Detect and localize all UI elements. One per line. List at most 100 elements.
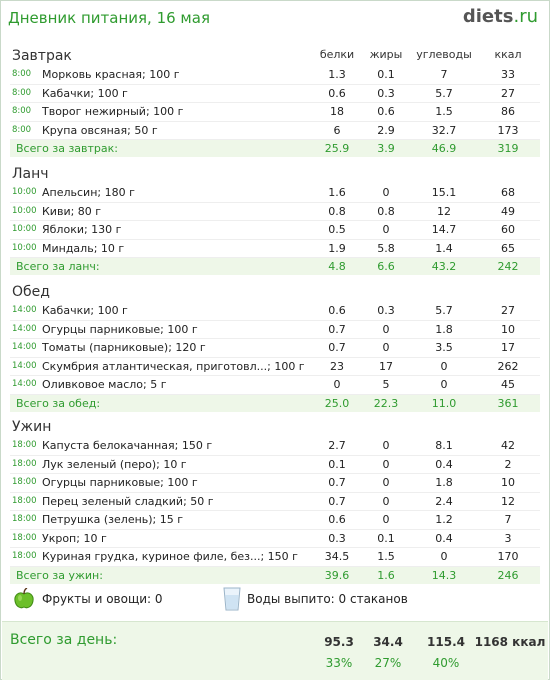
food-protein: 0.6 (328, 86, 346, 100)
day-total-protein: 95.3 (324, 635, 354, 649)
food-name: Томаты (парниковые); 120 г (42, 341, 206, 354)
food-protein: 0.7 (328, 322, 346, 336)
meal-time: 14:00 (12, 379, 37, 389)
food-row: 10:00 Киви; 80 г 0.8 0.8 12 49 (10, 203, 540, 221)
meal-total-label: Всего за ужин: (16, 568, 103, 582)
column-header-fat: жиры (369, 48, 403, 61)
food-carbs: 7 (440, 68, 448, 81)
food-carbs: 1.8 (435, 322, 453, 336)
food-protein: 18 (330, 105, 344, 118)
meal-time: 18:00 (12, 495, 37, 506)
meal-time: 18:00 (12, 477, 37, 487)
food-protein: 0.5 (328, 223, 346, 236)
food-fat: 0 (382, 513, 390, 526)
meal-total-carbs: 14.3 (431, 568, 457, 582)
food-row: 18:00 Куриная грудка, куриное филе, без..… (10, 548, 540, 567)
food-fat: 0 (382, 494, 390, 508)
meal-total-carbs: 46.9 (431, 142, 457, 155)
food-name: Оливковое масло; 5 г (42, 378, 167, 391)
food-carbs: 0 (440, 378, 448, 391)
food-row: 18:00 Петрушка (зелень); 15 г 0.6 0 1.2 7 (10, 511, 540, 530)
meal-time: 18:00 (12, 532, 37, 543)
food-name: Миндаль; 10 г (42, 241, 125, 255)
food-protein: 2.7 (328, 439, 346, 452)
food-fat: 0.1 (377, 68, 395, 81)
meal-total-fat: 1.6 (377, 568, 395, 582)
food-kcal: 173 (497, 123, 519, 137)
food-kcal: 86 (501, 105, 515, 118)
meal-time: 14:00 (12, 305, 37, 315)
meal-time: 18:00 (12, 440, 37, 450)
meal-total-protein: 4.8 (328, 260, 346, 273)
food-fat: 0 (382, 322, 390, 336)
food-row: 10:00 Яблоки; 130 г 0.5 0 14.7 60 (10, 221, 540, 240)
food-name: Кабачки; 100 г (42, 86, 128, 100)
food-row: 14:00 Томаты (парниковые); 120 г 0.7 0 3.5 17 (10, 339, 540, 358)
food-row: 14:00 Скумбрия атлантическая, приготовл..… (10, 358, 540, 376)
food-fat: 0 (382, 223, 390, 236)
food-name: Яблоки; 130 г (42, 223, 122, 236)
day-fat-percent: 27% (374, 656, 402, 670)
food-kcal: 68 (501, 186, 515, 199)
food-fat: 0 (382, 476, 390, 489)
food-row: 18:00 Капуста белокачанная; 150 г 2.7 0 8.1 4… (10, 437, 540, 456)
food-protein: 0.8 (328, 204, 346, 218)
food-protein: 1.6 (328, 186, 346, 199)
food-name: Перец зеленый сладкий; 50 г (42, 494, 214, 508)
food-kcal: 49 (501, 204, 515, 218)
food-protein: 0.7 (328, 476, 346, 489)
food-protein: 1.9 (328, 241, 346, 255)
meal-total-protein: 25.0 (324, 396, 350, 410)
meal-time: 8:00 (12, 106, 32, 116)
food-kcal: 262 (497, 359, 519, 373)
meal-time: 18:00 (12, 458, 37, 469)
site-logo[interactable]: diets.ru (463, 6, 538, 27)
food-fat: 0 (382, 457, 390, 471)
food-carbs: 2.4 (435, 494, 453, 508)
food-kcal: 45 (501, 378, 515, 391)
food-fat: 0.1 (377, 531, 395, 545)
food-row: 18:00 Укроп; 10 г 0.3 0.1 0.4 3 (10, 530, 540, 548)
header: Дневник питания, 16 мая diets.ru (8, 6, 542, 32)
meal-time: 8:00 (12, 124, 32, 135)
logo-main-text: diets (462, 6, 514, 27)
food-carbs: 32.7 (431, 123, 457, 137)
food-carbs: 0 (440, 550, 448, 563)
day-total-panel: Всего за день: 95.3 34.4 115.4 1168 ккал… (2, 621, 548, 680)
food-protein: 0 (333, 378, 341, 391)
meal-total-row: Всего за обед: 25.0 22.3 11.0 361 (10, 394, 540, 412)
day-total-label: Всего за день: (10, 632, 118, 648)
meal-time: 8:00 (12, 69, 32, 79)
food-carbs: 5.7 (435, 304, 453, 317)
food-carbs: 0.4 (435, 531, 453, 545)
food-carbs: 3.5 (435, 341, 453, 354)
meal-section: Завтрак 8:00 Морковь красная; 100 г 1.3 0.1 7… (10, 46, 540, 157)
column-header-kcal: ккал (494, 48, 522, 61)
food-name: Огурцы парниковые; 100 г (42, 476, 198, 489)
food-protein: 23 (330, 359, 344, 373)
food-kcal: 12 (501, 494, 515, 508)
food-protein: 0.1 (328, 457, 346, 471)
food-fat: 0.8 (377, 204, 395, 218)
food-name: Огурцы парниковые; 100 г (42, 322, 198, 336)
food-fat: 0 (382, 341, 390, 354)
meal-title: Обед (12, 284, 50, 300)
fruits-vegetables-count: Фрукты и овощи: 0 (42, 592, 163, 606)
meal-total-label: Всего за ланч: (16, 260, 100, 273)
food-carbs: 1.4 (435, 241, 453, 255)
food-row: 10:00 Миндаль; 10 г 1.9 5.8 1.4 65 (10, 240, 540, 258)
food-row: 8:00 Кабачки; 100 г 0.6 0.3 5.7 27 (10, 85, 540, 103)
food-row: 18:00 Перец зеленый сладкий; 50 г 0.7 0 2.4 1… (10, 493, 540, 511)
food-fat: 5.8 (377, 241, 395, 255)
food-protein: 0.3 (328, 531, 346, 545)
food-carbs: 1.8 (435, 476, 453, 489)
day-carbs-percent: 40% (432, 656, 460, 670)
meal-title: Ужин (12, 419, 52, 435)
food-row: 14:00 Кабачки; 100 г 0.6 0.3 5.7 27 (10, 302, 540, 321)
glass-icon (223, 587, 241, 611)
food-row: 10:00 Апельсин; 180 г 1.6 0 15.1 68 (10, 184, 540, 203)
food-row: 8:00 Творог нежирный; 100 г 18 0.6 1.5 86 (10, 103, 540, 122)
food-protein: 0.7 (328, 494, 346, 508)
meal-total-row: Всего за ужин: 39.6 1.6 14.3 246 (10, 566, 540, 584)
food-name: Кабачки; 100 г (42, 304, 128, 317)
